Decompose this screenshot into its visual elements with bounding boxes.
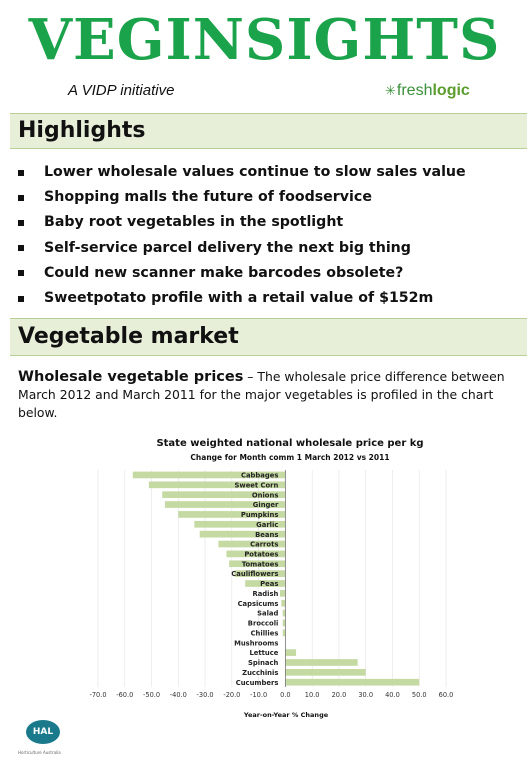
category-label: Onions [252, 491, 279, 499]
category-label: Sweet Corn [235, 481, 279, 489]
sprig-icon: ✳ [385, 83, 396, 98]
chart-bar [218, 540, 286, 548]
category-label: Carrots [250, 541, 278, 549]
highlight-text: Sweetpotato profile with a retail value … [44, 290, 434, 307]
chart-bar [285, 659, 358, 666]
x-tick-label: -10.0 [250, 691, 267, 699]
highlight-item: Baby root vegetables in the spotlight [16, 210, 466, 235]
category-label: Salad [257, 610, 278, 618]
category-label: Chillies [251, 629, 279, 637]
x-tick-label: 30.0 [358, 691, 373, 699]
highlights-list: Lower wholesale values continue to slow … [16, 160, 466, 311]
highlight-item: Lower wholesale values continue to slow … [16, 160, 466, 185]
chart-bar [285, 669, 366, 676]
category-label: Beans [255, 531, 278, 539]
category-label: Tomatoes [242, 560, 279, 568]
x-tick-label: 50.0 [412, 691, 427, 699]
bullet-icon [18, 245, 24, 252]
highlight-text: Baby root vegetables in the spotlight [44, 214, 344, 231]
chart-bar [194, 520, 286, 528]
intro-body: – The wholesale price difference between… [18, 369, 505, 420]
x-tick-label: 10.0 [305, 691, 320, 699]
highlight-item: Sweetpotato profile with a retail value … [16, 286, 466, 311]
category-label: Garlic [256, 521, 278, 529]
category-label: Lettuce [249, 649, 278, 657]
freshlogic-logo: ✳freshlogic [385, 82, 470, 100]
bullet-icon [18, 295, 24, 302]
bullet-icon [18, 270, 24, 277]
highlight-text: Could new scanner make barcodes obsolete… [44, 264, 404, 281]
x-tick-label: -50.0 [143, 691, 160, 699]
bullet-icon [18, 194, 24, 201]
category-label: Pumpkins [241, 511, 279, 519]
category-label: Ginger [253, 501, 279, 509]
intro-lead: Wholesale vegetable prices [18, 369, 244, 385]
chart-bar [285, 649, 297, 656]
category-label: Spinach [248, 659, 279, 667]
chart-bar [282, 629, 286, 637]
category-label: Radish [252, 590, 278, 598]
hal-logo-mark: HAL [26, 720, 60, 744]
category-label: Cabbages [241, 472, 278, 480]
chart-bar [226, 550, 286, 558]
chart-bar [178, 511, 286, 518]
x-tick-label: 60.0 [439, 691, 454, 699]
highlight-item: Self-service parcel delivery the next bi… [16, 236, 466, 261]
highlight-text: Lower wholesale values continue to slow … [44, 164, 466, 180]
chart-bar [162, 491, 286, 499]
chart-bar [282, 609, 286, 617]
category-label: Zucchinis [242, 669, 278, 677]
chart-bar [132, 471, 286, 479]
category-label: Potatoes [244, 550, 278, 558]
category-label: Cucumbers [236, 679, 279, 687]
x-tick-label: 40.0 [385, 691, 400, 699]
x-tick-label: -40.0 [170, 691, 187, 699]
chart-subtitle: Change for Month comm 1 March 2012 vs 20… [190, 453, 390, 462]
highlight-text: Self-service parcel delivery the next bi… [44, 239, 411, 256]
x-tick-label: -60.0 [116, 691, 133, 699]
chart-bar [282, 619, 286, 627]
logo-fresh: fresh [396, 82, 433, 99]
category-label: Cauliflowers [231, 570, 278, 578]
logo-logic: logic [432, 82, 470, 99]
chart-bar [280, 590, 286, 597]
bullet-icon [18, 220, 24, 226]
chart-bar [234, 570, 286, 577]
highlight-item: Shopping malls the future of foodservice [16, 185, 466, 210]
x-tick-label: 20.0 [332, 691, 347, 699]
x-tick-label: -70.0 [89, 691, 106, 699]
x-tick-label: -30.0 [197, 691, 214, 699]
highlights-band: Highlights [10, 113, 527, 149]
chart-bar [199, 530, 286, 538]
chart-xlabel: Year-on-Year % Change [243, 711, 329, 719]
x-tick-label: -20.0 [223, 691, 240, 699]
category-label: Peas [260, 580, 278, 588]
highlight-text: Shopping malls the future of foodservice [44, 189, 372, 206]
chart-bar [148, 481, 286, 489]
subtitle: A VIDP initiative [68, 82, 175, 99]
bullet-icon [18, 169, 24, 176]
chart-bar [229, 560, 286, 568]
chart-bar [245, 580, 286, 587]
highlights-heading: Highlights [18, 118, 146, 143]
category-label: Mushrooms [234, 639, 278, 647]
chart-bar [281, 599, 286, 607]
chart-bar [285, 678, 420, 686]
category-label: Capsicums [238, 600, 279, 608]
market-heading: Vegetable market [18, 324, 239, 349]
x-tick-label: 0.0 [280, 691, 291, 699]
chart-bar [164, 501, 286, 508]
highlight-item: Could new scanner make barcodes obsolete… [16, 261, 466, 286]
chart-title: State weighted national wholesale price … [156, 438, 424, 449]
hal-caption: Horticulture Australia [18, 750, 61, 755]
market-band: Vegetable market [10, 318, 527, 356]
market-intro: Wholesale vegetable prices – The wholesa… [18, 368, 508, 422]
category-label: Broccoli [248, 620, 279, 628]
newsletter-title: VEGINSIGHTS [28, 7, 501, 73]
